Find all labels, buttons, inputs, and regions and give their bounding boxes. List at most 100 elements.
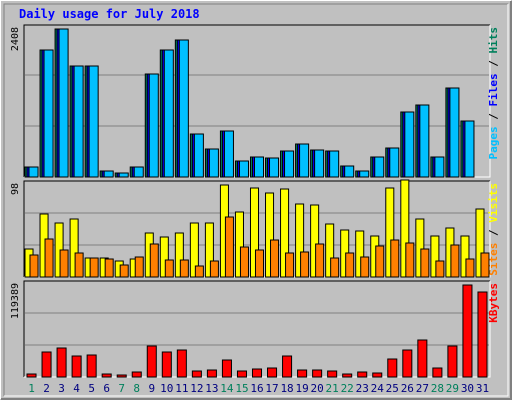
bar-sites [59,249,69,278]
x-tick-label: 6 [103,382,110,395]
x-tick-label: 21 [326,382,339,395]
y-max-label: 98 [10,183,21,195]
panel-top: 2408 Pages / Files / Hits [10,24,500,178]
bar-sites [345,252,355,278]
bar-kbytes [462,284,473,378]
bar-kbytes [417,339,428,378]
bar-pages [73,65,84,178]
x-tick-label: 24 [371,382,385,395]
bar-kbytes [432,367,443,378]
bar-pages [103,170,114,178]
bar-kbytes [327,370,338,378]
bar-pages [238,160,249,178]
legend-bottom: KBytes [487,283,500,323]
bar-pages [88,65,99,178]
legend-label: Files [487,73,500,106]
x-tick-label: 8 [133,382,140,395]
x-tick-label: 16 [250,382,263,395]
bar-pages [148,73,159,178]
bar-kbytes [357,371,368,378]
bar-visits [385,187,395,278]
bar-pages [178,39,189,178]
y-max-label: 2408 [10,27,21,51]
bar-kbytes [447,345,458,378]
x-tick-label: 11 [175,382,188,395]
bar-kbytes [342,373,353,378]
bar-pages [344,165,355,178]
y-max-label: 119389 [10,283,21,319]
legend-label: Visits [487,183,500,223]
bar-pages [133,166,144,178]
bar-sites [134,256,144,278]
chart-title: Daily usage for July 2018 [19,7,200,21]
bar-visits [234,211,244,278]
bar-pages [329,150,340,178]
bar-sites [149,243,159,278]
bar-sites [390,239,400,278]
x-tick-label: 19 [295,382,308,395]
bar-sites [435,260,445,278]
bar-visits [174,232,184,278]
x-tick-label: 31 [476,382,489,395]
x-tick-label: 22 [341,382,354,395]
x-tick-label: 20 [311,382,324,395]
bar-sites [104,258,114,278]
bar-pages [223,130,234,178]
bar-sites [74,252,84,278]
legend-label: / [487,223,500,243]
bar-pages [374,156,385,178]
bar-visits [189,222,199,278]
panel-middle: 98 Sites / Visits [10,179,500,278]
bar-pages [419,104,430,178]
bar-kbytes [131,371,142,378]
bar-sites [375,245,385,278]
bar-pages [28,166,39,178]
bar-pages [253,156,265,178]
bar-kbytes [477,291,488,378]
bar-pages [434,156,445,178]
bar-kbytes [221,359,232,378]
bar-pages [299,143,310,178]
x-tick-label: 28 [431,382,444,395]
bar-visits [460,235,470,278]
bar-sites [164,259,174,278]
bar-sites [465,258,475,278]
x-tick-label: 26 [401,382,414,395]
bar-kbytes [146,345,157,378]
bar-sites [254,249,265,278]
bar-kbytes [312,369,323,378]
x-tick-label: 12 [190,382,203,395]
bar-visits [159,236,169,278]
x-tick-label: 13 [205,382,218,395]
bar-kbytes [26,373,37,378]
bar-pages [449,87,460,178]
x-tick-label: 18 [280,382,293,395]
bar-sites [360,256,370,278]
x-tick-label: 30 [461,382,474,395]
bar-sites [270,239,280,278]
legend-label: / [487,54,500,74]
bar-kbytes [267,367,278,378]
bar-kbytes [41,351,52,378]
bar-sites [89,257,99,278]
bar-sites [480,252,490,278]
bar-visits [400,179,410,278]
bar-visits [430,235,440,278]
x-tick-label: 10 [160,382,173,395]
bar-sites [44,238,54,278]
legend-label: KBytes [487,283,500,323]
bar-kbytes [402,349,413,378]
bar-visits [325,223,335,278]
bar-sites [119,264,129,278]
bar-kbytes [236,370,247,378]
bar-kbytes [191,370,202,378]
bar-pages [58,28,69,178]
bar-kbytes [86,354,97,378]
bar-visits [204,222,214,278]
bar-pages [43,49,54,178]
x-tick-label: 9 [148,382,155,395]
bar-visits [310,204,320,278]
legend-label: Sites [487,243,500,276]
x-tick-label: 23 [356,382,369,395]
bar-pages [464,120,475,178]
